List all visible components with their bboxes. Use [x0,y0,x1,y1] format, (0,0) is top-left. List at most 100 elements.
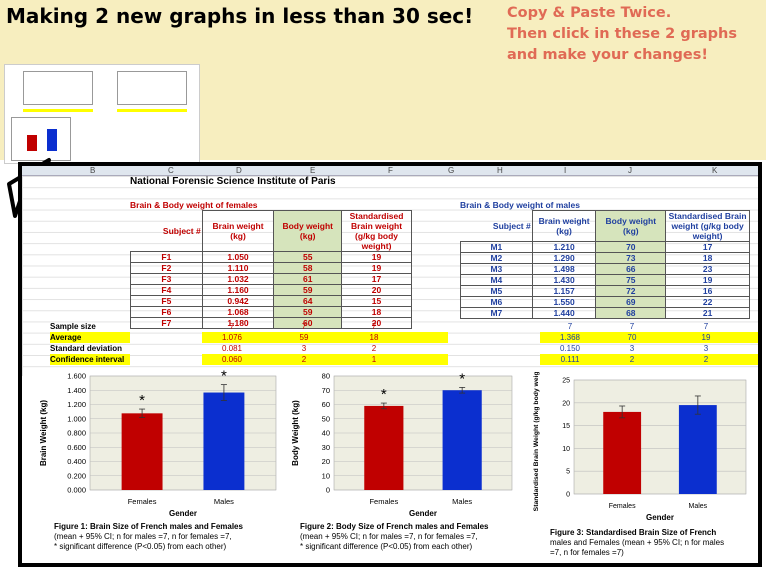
subject-cell[interactable]: F6 [130,306,203,318]
col-letter[interactable]: H [497,166,503,175]
female-stat-value[interactable]: 1 [371,355,377,364]
brain-cell[interactable]: 1.110 [201,262,275,274]
brain-cell[interactable]: 0.942 [201,295,275,307]
std-cell[interactable]: 17 [665,241,750,253]
body-cell[interactable]: 61 [273,273,343,285]
bar-males [203,392,245,490]
subject-cell[interactable]: F4 [130,284,203,296]
brain-cell[interactable]: 1.157 [531,285,597,297]
std-cell[interactable]: 22 [665,296,750,308]
stat-label: Sample size [50,322,96,331]
subject-cell[interactable]: M1 [460,241,533,253]
std-cell[interactable]: 15 [341,295,412,307]
female-stat-value[interactable]: 2 [371,344,377,353]
body-cell[interactable]: 66 [595,263,667,275]
brain-cell[interactable]: 1.440 [531,307,597,319]
thumb-table-male [117,71,187,105]
std-cell[interactable]: 18 [341,306,412,318]
body-cell[interactable]: 70 [595,241,667,253]
brain-cell[interactable]: 1.498 [531,263,597,275]
male-stat-value[interactable]: 0.150 [559,344,581,353]
male-stat-value[interactable]: 19 [701,333,711,342]
col-letter[interactable]: K [712,166,718,175]
subject-cell[interactable]: F2 [130,262,203,274]
col-letter[interactable]: B [90,166,96,175]
body-cell[interactable]: 73 [595,252,667,264]
female-stat-value[interactable]: 7 [301,322,307,331]
female-stat-value[interactable]: 0.081 [221,344,243,353]
spreadsheet-window[interactable]: B C D E F G H I J K National Forensic Sc… [18,162,762,567]
female-stat-value[interactable]: 7 [371,322,377,331]
subject-cell[interactable]: F5 [130,295,203,307]
body-cell[interactable]: 69 [595,296,667,308]
male-stat-value[interactable]: 3 [703,344,709,353]
col-letter[interactable]: D [236,166,242,175]
std-cell[interactable]: 19 [341,262,412,274]
std-cell[interactable]: 19 [341,251,412,263]
body-cell[interactable]: 64 [273,295,343,307]
subject-cell[interactable]: M7 [460,307,533,319]
subject-cell[interactable]: F3 [130,273,203,285]
col-letter[interactable]: J [628,166,632,175]
body-weight-chart[interactable]: 80 70 60 50 40 30 20 10 0 Females * Males * Gender Bod… [288,368,518,516]
brain-cell[interactable]: 1.160 [201,284,275,296]
male-stat-value[interactable]: 2 [629,355,635,364]
spreadsheet-thumbnail[interactable] [4,64,200,164]
col-letter[interactable]: F [388,166,393,175]
male-stat-value[interactable]: 0.111 [560,355,580,364]
std-cell[interactable]: 19 [665,274,750,286]
col-letter[interactable]: G [448,166,455,175]
std-cell[interactable]: 23 [665,263,750,275]
female-stat-value[interactable]: 0.060 [221,355,243,364]
female-stat-value[interactable]: 2 [301,355,307,364]
female-stat-value[interactable]: 7 [229,322,235,331]
subject-cell[interactable]: F1 [130,251,203,263]
female-stat-value[interactable]: 18 [369,333,379,342]
brain-cell[interactable]: 1.210 [531,241,597,253]
std-cell[interactable]: 16 [665,285,750,297]
body-cell[interactable]: 58 [273,262,343,274]
brain-weight-chart[interactable]: 1.600 1.400 1.200 1.000 0.800 0.600 0.400 0.200… [36,368,282,516]
female-stat-value[interactable]: 59 [299,333,309,342]
subject-cell[interactable]: M4 [460,274,533,286]
subject-cell[interactable]: M6 [460,296,533,308]
brain-cell[interactable]: 1.032 [201,273,275,285]
error-bar [220,384,227,401]
male-stat-value[interactable]: 2 [703,355,709,364]
male-stat-value[interactable]: 3 [629,344,635,353]
body-cell[interactable]: 72 [595,285,667,297]
std-cell[interactable]: 17 [341,273,412,285]
subject-cell[interactable]: M3 [460,263,533,275]
male-stat-value[interactable]: 70 [627,333,637,342]
brain-cell[interactable]: 1.550 [531,296,597,308]
standardised-brain-chart[interactable]: 25 20 15 10 5 0 Females Males Gender Standardised… [530,372,754,520]
body-cell[interactable]: 59 [273,284,343,296]
brain-cell[interactable]: 1.050 [201,251,275,263]
std-cell[interactable]: 20 [341,317,412,329]
brain-cell[interactable]: 1.430 [531,274,597,286]
female-stat-value[interactable]: 1.076 [221,333,243,342]
subject-header-text: Subject # [162,225,201,236]
male-stat-value[interactable]: 1.368 [559,333,581,342]
male-stat-value[interactable]: 7 [629,322,635,331]
female-stat-value[interactable]: 3 [301,344,307,353]
subject-cell[interactable]: M5 [460,285,533,297]
caption-title: Figure 1: Brain Size of French males and… [54,522,243,531]
brain-cell[interactable]: 1.068 [201,306,275,318]
male-stat-value[interactable]: 7 [703,322,709,331]
body-cell[interactable]: 68 [595,307,667,319]
body-cell[interactable]: 55 [273,251,343,263]
error-bar [619,405,626,419]
std-cell[interactable]: 18 [665,252,750,264]
subject-cell[interactable]: F7 [130,317,203,329]
brain-cell[interactable]: 1.290 [531,252,597,264]
std-cell[interactable]: 20 [341,284,412,296]
std-cell[interactable]: 21 [665,307,750,319]
male-stat-value[interactable]: 7 [567,322,573,331]
subject-cell[interactable]: M2 [460,252,533,264]
body-cell[interactable]: 75 [595,274,667,286]
col-letter[interactable]: E [310,166,316,175]
col-letter[interactable]: C [168,166,174,175]
col-letter[interactable]: I [564,166,567,175]
body-cell[interactable]: 59 [273,306,343,318]
